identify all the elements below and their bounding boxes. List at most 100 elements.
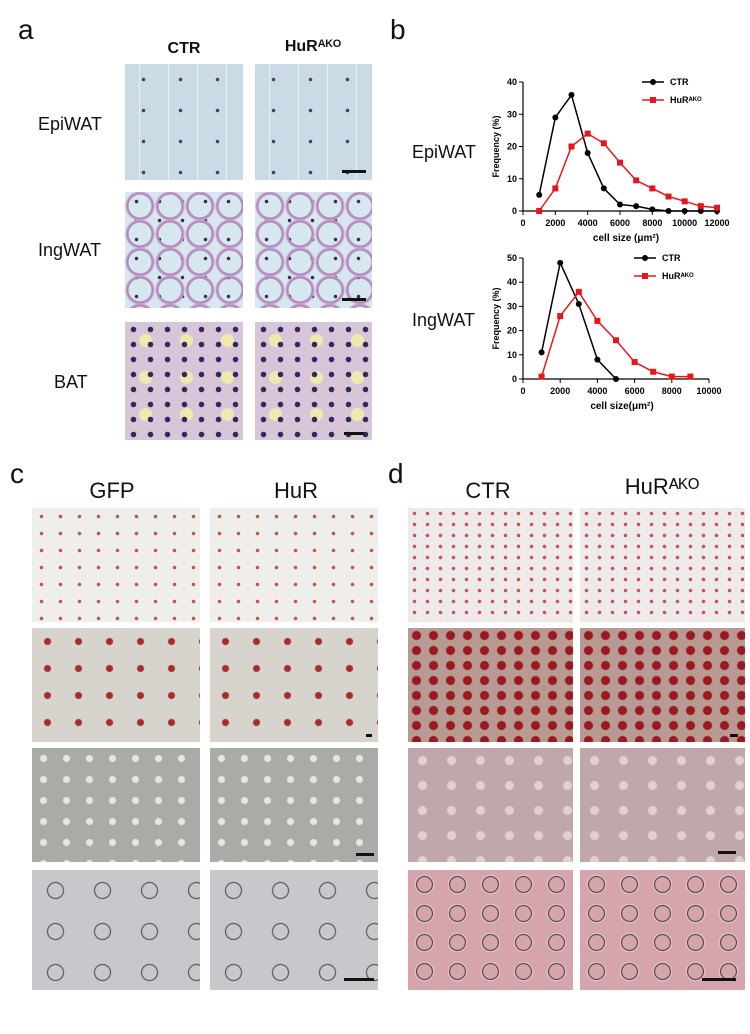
marker <box>649 206 656 213</box>
micrograph <box>32 870 200 990</box>
scale-bar <box>366 734 372 737</box>
column-header: CTR <box>167 40 201 57</box>
marker <box>538 373 545 380</box>
marker <box>668 373 675 380</box>
legend-label: CTR <box>662 253 681 263</box>
micrograph <box>255 192 372 308</box>
marker <box>538 349 545 356</box>
series-line <box>540 290 691 378</box>
micrograph <box>210 628 378 742</box>
marker <box>714 204 720 211</box>
micrograph <box>32 628 200 742</box>
micrograph <box>125 64 243 180</box>
scale-bar <box>344 432 364 435</box>
x-tick-label: 6000 <box>625 386 645 396</box>
marker <box>613 337 619 344</box>
x-tick-label: 6000 <box>610 218 630 228</box>
legend-marker <box>650 97 656 103</box>
marker <box>633 177 640 184</box>
x-tick-label: 10000 <box>672 218 697 228</box>
series-line <box>540 260 617 380</box>
marker <box>697 208 704 214</box>
row-label: IngWAT <box>412 310 476 330</box>
legend-marker <box>642 273 648 279</box>
y-tick-label: 20 <box>507 142 517 152</box>
series-line <box>538 132 718 212</box>
x-tick-label: 12000 <box>704 218 729 228</box>
micrograph <box>408 508 573 622</box>
marker <box>681 208 688 214</box>
marker <box>594 356 601 363</box>
y-tick-label: 50 <box>507 253 517 263</box>
marker <box>631 359 638 366</box>
marker <box>557 259 564 266</box>
micrograph <box>210 748 378 862</box>
micrograph <box>408 870 573 990</box>
micrograph <box>255 64 372 180</box>
column-header: HuRᴬᴷᴼ <box>284 38 342 55</box>
micrograph <box>408 628 573 742</box>
marker <box>617 159 623 166</box>
marker <box>584 130 591 137</box>
marker <box>665 193 672 200</box>
x-tick-label: 8000 <box>642 218 662 228</box>
column-header: CTR <box>465 478 511 503</box>
x-tick-label: 0 <box>520 386 525 396</box>
micrograph <box>32 748 200 862</box>
row-label: BAT <box>54 372 88 392</box>
scale-bar <box>342 170 366 173</box>
micrograph <box>580 508 745 622</box>
marker <box>552 114 559 121</box>
row-label: IngWAT <box>38 240 102 260</box>
y-axis-label: Frequency (%) <box>491 115 501 177</box>
marker <box>536 208 543 214</box>
scale-bar <box>342 298 366 301</box>
micrograph <box>580 870 745 990</box>
marker <box>552 185 559 192</box>
marker <box>650 368 657 375</box>
legend-label: HuRᴬᴷᴼ <box>670 95 702 105</box>
column-header: GFP <box>89 478 135 503</box>
panel-label: a <box>18 14 34 45</box>
marker <box>584 149 591 156</box>
legend-label: CTR <box>670 77 689 87</box>
x-axis-label: cell size (μm²) <box>593 233 659 244</box>
micrograph <box>125 322 243 440</box>
y-tick-label: 10 <box>507 350 517 360</box>
y-tick-label: 40 <box>507 77 517 87</box>
legend-marker <box>650 79 656 85</box>
row-label: EpiWAT <box>38 114 103 134</box>
column-header: HuRᴬᴷᴼ <box>624 474 700 499</box>
micrograph <box>125 192 243 308</box>
marker <box>536 191 543 198</box>
series-line <box>538 93 717 212</box>
y-axis-label: Frequency (%) <box>491 287 501 349</box>
marker <box>687 373 694 380</box>
marker <box>575 288 582 295</box>
marker <box>568 143 575 150</box>
legend-marker <box>642 255 648 261</box>
x-axis-label: cell size(μm²) <box>590 401 653 412</box>
column-header: HuR <box>273 478 319 503</box>
x-tick-label: 2000 <box>550 386 570 396</box>
y-tick-label: 30 <box>507 109 517 119</box>
x-tick-label: 0 <box>520 218 525 228</box>
y-tick-label: 0 <box>512 206 517 216</box>
marker <box>617 201 623 208</box>
marker <box>568 91 575 98</box>
x-tick-label: 10000 <box>696 386 721 396</box>
y-tick-label: 40 <box>507 277 517 287</box>
marker <box>613 376 619 382</box>
y-tick-label: 30 <box>507 301 517 311</box>
marker <box>600 185 607 192</box>
y-tick-label: 10 <box>507 174 517 184</box>
x-tick-label: 4000 <box>578 218 598 228</box>
micrograph <box>210 870 378 990</box>
x-tick-label: 8000 <box>662 386 682 396</box>
legend-label: HuRᴬᴷᴼ <box>662 271 694 281</box>
scale-bar <box>702 978 736 981</box>
marker <box>600 140 607 147</box>
y-tick-label: 0 <box>512 374 517 384</box>
